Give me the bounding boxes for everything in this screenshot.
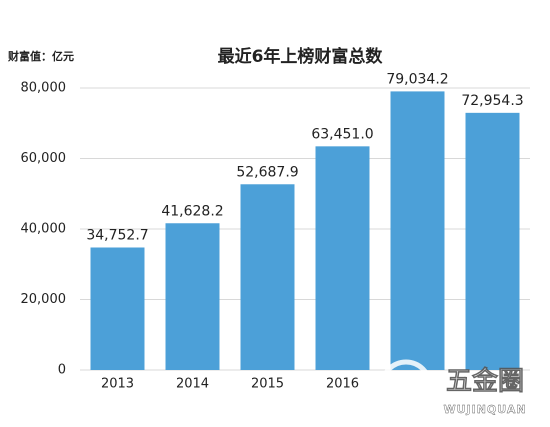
- y-tick-label: 40,000: [21, 222, 67, 237]
- watermark-text: WUJINQUAN: [443, 403, 526, 416]
- value-label: 52,687.9: [236, 164, 298, 180]
- x-tick-label: 2014: [176, 377, 209, 392]
- bar: [90, 247, 145, 370]
- bar: [315, 146, 370, 370]
- value-label: 79,034.2: [386, 71, 448, 87]
- watermark-logo: [379, 359, 433, 413]
- y-tick-label: 0: [58, 363, 66, 378]
- x-tick-label: 2016: [326, 377, 359, 392]
- value-label: 41,628.2: [161, 203, 223, 219]
- watermark-text: 五金圈: [446, 366, 524, 397]
- y-tick-label: 80,000: [21, 81, 67, 96]
- x-tick-label: 2015: [251, 377, 284, 392]
- x-tick-label: 2013: [101, 377, 134, 392]
- value-label: 72,954.3: [461, 93, 523, 109]
- bar: [240, 184, 295, 370]
- bar: [165, 223, 220, 370]
- y-tick-label: 20,000: [21, 292, 67, 307]
- y-axis-label: 财富值：亿元: [7, 49, 74, 63]
- y-tick-label: 60,000: [21, 151, 67, 166]
- chart-title: 最近6年上榜财富总数: [218, 46, 384, 67]
- value-label: 63,451.0: [311, 126, 373, 142]
- bar: [390, 91, 445, 370]
- value-label: 34,752.7: [86, 227, 148, 243]
- bar: [465, 112, 520, 370]
